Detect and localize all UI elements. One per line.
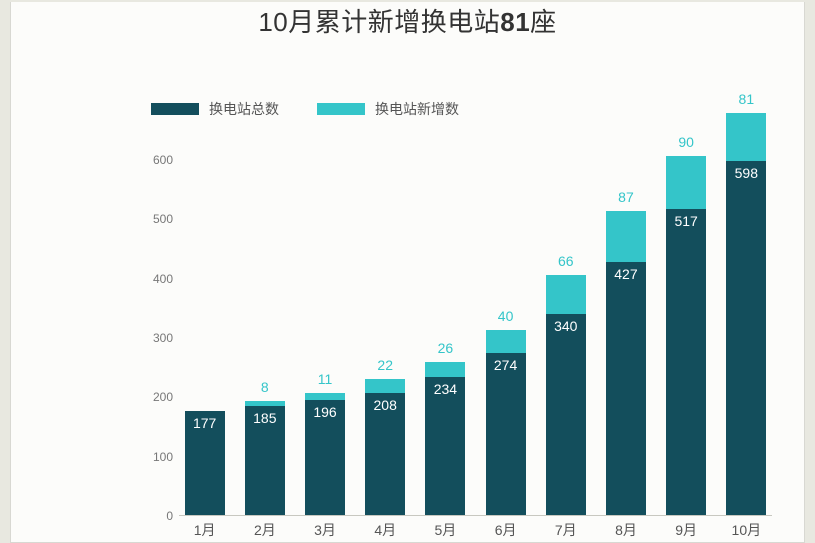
bar-new-segment: 26	[425, 362, 465, 377]
bars-container: 1771858196112082223426274403406642787517…	[179, 136, 772, 516]
bar-slot: 1858	[239, 136, 290, 516]
x-tick-label: 5月	[420, 520, 471, 540]
x-tick-label: 9月	[661, 520, 712, 540]
page-background: 10月累计新增换电站81座 换电站总数 换电站新增数 0100200300400…	[0, 0, 815, 543]
title-highlight: 81	[500, 7, 530, 37]
legend-swatch-new	[317, 103, 365, 115]
bar-total-segment: 208	[365, 393, 405, 517]
chart-title: 10月累计新增换电站81座	[11, 2, 804, 39]
x-axis-labels: 1月 2月 3月 4月 5月 6月 7月 8月 9月 10月	[179, 520, 772, 540]
bar-new-segment: 87	[606, 211, 646, 263]
bar-total-segment: 196	[305, 400, 345, 516]
bar-stack: 23426	[425, 362, 465, 516]
bar-stack: 59881	[726, 113, 766, 516]
bar-stack: 1858	[245, 401, 285, 516]
bar-slot: 177	[179, 136, 230, 516]
bar-new-label: 66	[546, 253, 586, 269]
legend-label-new: 换电站新增数	[375, 99, 459, 119]
x-tick-label: 6月	[480, 520, 531, 540]
bar-new-segment: 11	[305, 393, 345, 400]
bar-new-label: 8	[245, 379, 285, 395]
bar-total-label: 208	[365, 397, 405, 413]
bar-stack: 42787	[606, 211, 646, 516]
x-tick-label: 1月	[179, 520, 230, 540]
bar-total-label: 427	[606, 266, 646, 282]
bar-new-label: 11	[305, 371, 345, 387]
bar-stack: 20822	[365, 379, 405, 516]
bar-total-label: 274	[486, 357, 526, 373]
bar-slot: 340 66	[540, 136, 591, 516]
bar-stack: 196 11	[305, 393, 345, 516]
bar-stack: 34066	[546, 275, 586, 516]
chart-plot-area: 0100200300400500600 17718581961120822234…	[179, 136, 772, 516]
x-tick-label: 7月	[540, 520, 591, 540]
bar-total-segment: 517	[666, 209, 706, 516]
bar-new-label: 22	[365, 357, 405, 373]
y-tick: 0	[166, 509, 173, 523]
bar-slot: 517 90	[661, 136, 712, 516]
legend-item-new: 换电站新增数	[317, 99, 459, 119]
legend-label-total: 换电站总数	[209, 99, 279, 119]
y-tick: 600	[153, 153, 173, 167]
title-suffix: 座	[530, 7, 557, 37]
bar-new-segment: 66	[546, 275, 586, 314]
y-tick: 300	[153, 331, 173, 345]
bar-slot: 59881	[721, 136, 772, 516]
legend-item-total: 换电站总数	[151, 99, 279, 119]
x-tick-label: 8月	[600, 520, 651, 540]
y-tick: 200	[153, 390, 173, 404]
bar-stack: 51790	[666, 156, 706, 516]
bar-new-label: 87	[606, 189, 646, 205]
legend: 换电站总数 换电站新增数	[151, 99, 764, 119]
y-tick: 100	[153, 450, 173, 464]
bar-total-label: 340	[546, 318, 586, 334]
bar-slot: 234 26	[420, 136, 471, 516]
bar-total-label: 185	[245, 410, 285, 426]
bar-new-segment: 22	[365, 379, 405, 392]
chart-card: 10月累计新增换电站81座 换电站总数 换电站新增数 0100200300400…	[10, 2, 805, 543]
y-tick: 400	[153, 272, 173, 286]
y-axis: 0100200300400500600	[143, 136, 179, 516]
bar-total-segment: 340	[546, 314, 586, 516]
legend-swatch-total	[151, 103, 199, 115]
bar-total-segment: 177	[185, 411, 225, 516]
bar-total-label: 234	[425, 381, 465, 397]
bar-total-label: 598	[726, 165, 766, 181]
bar-slot: 427 87	[600, 136, 651, 516]
bar-total-label: 177	[185, 415, 225, 431]
bar-total-segment: 598	[726, 161, 766, 516]
bar-total-label: 196	[305, 404, 345, 420]
bar-slot: 274 40	[480, 136, 531, 516]
bar-slot: 196 11	[299, 136, 350, 516]
bar-slot: 208 22	[360, 136, 411, 516]
x-tick-label: 3月	[299, 520, 350, 540]
bar-stack: 27440	[486, 330, 526, 516]
bar-total-segment: 234	[425, 377, 465, 516]
bar-total-segment: 427	[606, 262, 646, 516]
bar-total-segment: 185	[245, 406, 285, 516]
bar-total-segment: 274	[486, 353, 526, 516]
title-prefix: 10月累计新增换电站	[258, 7, 500, 37]
bar-new-label: 81	[726, 91, 766, 107]
bar-new-segment: 90	[666, 156, 706, 209]
bar-stack: 177	[185, 411, 225, 516]
y-tick: 500	[153, 212, 173, 226]
x-tick-label: 10月	[721, 520, 772, 540]
bar-total-label: 517	[666, 213, 706, 229]
bar-new-segment: 40	[486, 330, 526, 354]
bar-new-segment: 8	[245, 401, 285, 406]
bar-new-label: 26	[425, 340, 465, 356]
bar-new-label: 40	[486, 308, 526, 324]
x-tick-label: 4月	[360, 520, 411, 540]
bar-new-label: 90	[666, 134, 706, 150]
x-axis-line	[179, 515, 772, 516]
bar-new-segment: 81	[726, 113, 766, 161]
x-tick-label: 2月	[239, 520, 290, 540]
